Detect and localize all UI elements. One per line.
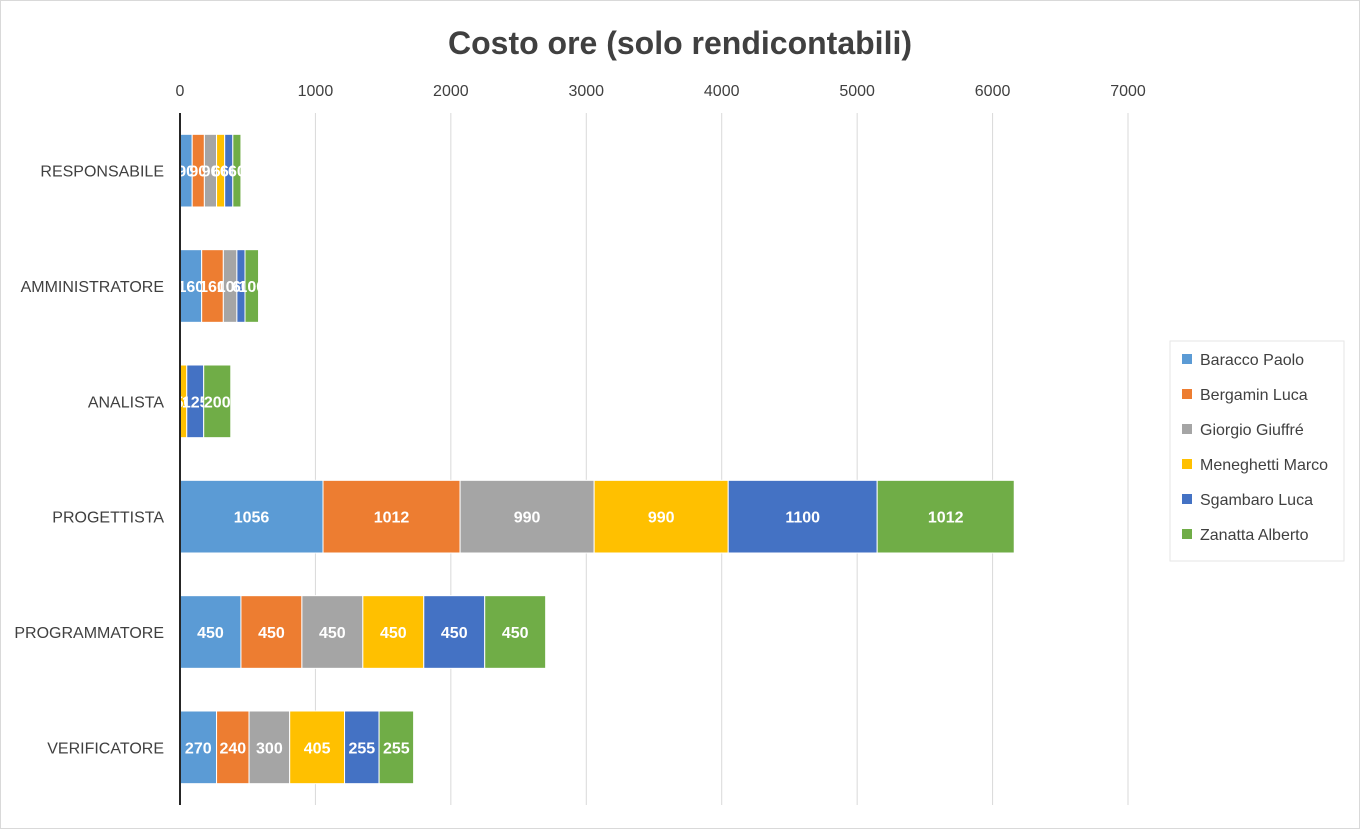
legend-swatch xyxy=(1182,459,1192,469)
bar-data-label: 255 xyxy=(348,740,375,757)
legend-entry: Giorgio Giuffré xyxy=(1200,422,1304,439)
gridlines xyxy=(314,113,1129,805)
legend-swatch xyxy=(1182,529,1192,539)
y-category-label: VERIFICATORE xyxy=(47,740,164,757)
bar-data-label: 405 xyxy=(304,740,331,757)
bar-data-label: 160 xyxy=(177,279,204,296)
bar-data-label: 450 xyxy=(319,625,346,642)
bar-data-label: 450 xyxy=(502,625,529,642)
bar-data-label: 450 xyxy=(258,625,285,642)
legend-swatch xyxy=(1182,424,1192,434)
bar-data-label: 60 xyxy=(228,164,246,181)
bar-segment xyxy=(244,249,260,323)
bar-data-label: 450 xyxy=(380,625,407,642)
bar-data-label: 1100 xyxy=(785,510,820,527)
bar-segment xyxy=(459,479,595,554)
x-tick-label: 4000 xyxy=(704,83,740,100)
bar-segment xyxy=(344,710,380,785)
x-tick-label: 1000 xyxy=(298,83,334,100)
x-tick-label: 5000 xyxy=(839,83,875,100)
bar-data-label: 450 xyxy=(441,625,468,642)
bar-data-label: 1012 xyxy=(928,510,964,527)
bar-data-label: 200 xyxy=(204,394,231,411)
bar-segment xyxy=(203,364,232,439)
x-tick-label: 7000 xyxy=(1110,83,1146,100)
legend-entry: Bergamin Luca xyxy=(1200,387,1308,404)
bar-data-label: 255 xyxy=(383,740,410,757)
bar-data-label: 90 xyxy=(189,164,207,181)
y-axis-categories: RESPONSABILE AMMINISTRATORE ANALISTA PROGET… xyxy=(14,164,164,758)
bar-data-label: 1056 xyxy=(234,510,270,527)
bar-data-label: 300 xyxy=(256,740,283,757)
bar-data-label: 270 xyxy=(185,740,212,757)
bar-data-label: 1012 xyxy=(374,510,410,527)
x-tick-label: 2000 xyxy=(433,83,469,100)
legend-swatch xyxy=(1182,494,1192,504)
y-category-label: PROGETTISTA xyxy=(52,510,164,527)
bar-data-label: 450 xyxy=(197,625,224,642)
x-tick-label: 0 xyxy=(176,83,185,100)
legend: Baracco Paolo Bergamin Luca Giorgio Giuffr… xyxy=(1169,340,1345,562)
bar-segment xyxy=(179,479,324,554)
bar-segment xyxy=(289,710,346,785)
bar-segment xyxy=(378,710,415,785)
bar-segment xyxy=(248,710,291,785)
bar-segment xyxy=(322,479,461,554)
y-category-label: RESPONSABILE xyxy=(40,164,164,181)
bar-data-label: 990 xyxy=(648,510,675,527)
bar-segment xyxy=(232,133,242,208)
legend-box xyxy=(1169,340,1345,562)
bar-segment xyxy=(423,595,486,669)
bar-segment xyxy=(727,479,878,554)
bar-segment xyxy=(484,595,547,669)
bar-data-label: 100 xyxy=(238,279,265,296)
y-category-label: AMMINISTRATORE xyxy=(21,279,164,296)
bar-segment xyxy=(179,595,242,669)
bar-data-label: 90 xyxy=(202,164,220,181)
bar-segment xyxy=(179,710,218,785)
x-axis-ticks: 0 1000 2000 3000 4000 5000 6000 7000 xyxy=(176,83,1146,100)
legend-swatch xyxy=(1182,354,1192,364)
bar-data-label: 90 xyxy=(177,164,195,181)
legend-swatch xyxy=(1182,389,1192,399)
y-category-label: ANALISTA xyxy=(88,394,165,411)
x-tick-label: 3000 xyxy=(568,83,604,100)
x-tick-label: 6000 xyxy=(975,83,1011,100)
bar-data-label: 125 xyxy=(182,394,209,411)
legend-entry: Sgambaro Luca xyxy=(1200,492,1313,509)
legend-entry: Meneghetti Marco xyxy=(1200,457,1328,474)
y-category-label: PROGRAMMATORE xyxy=(14,625,164,642)
bar-data-label: 240 xyxy=(219,740,246,757)
bar-segment xyxy=(876,479,1015,554)
legend-entry: Baracco Paolo xyxy=(1200,352,1304,369)
bar-data-label: 160 xyxy=(199,279,226,296)
bar-segment xyxy=(593,479,729,554)
bar-segment xyxy=(240,595,303,669)
bar-segment xyxy=(301,595,364,669)
legend-entry: Zanatta Alberto xyxy=(1200,527,1309,544)
chart-title: Costo ore (solo rendicontabili) xyxy=(448,25,912,61)
bar-data-label: 990 xyxy=(514,510,541,527)
bar-segment xyxy=(362,595,425,669)
